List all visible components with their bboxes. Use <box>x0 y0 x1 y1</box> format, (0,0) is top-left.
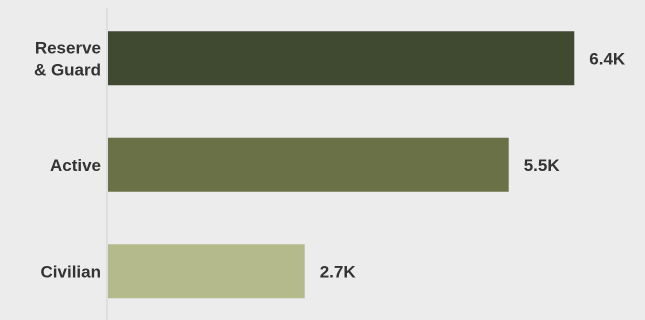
category-label-0-line-1: & Guard <box>34 60 101 79</box>
category-label-1-line-0: Active <box>50 156 101 175</box>
value-label-0: 6.4K <box>589 49 626 68</box>
bar-0 <box>108 31 575 86</box>
value-labels-group: 6.4K 5.5K 2.7K <box>320 49 626 281</box>
value-label-2: 2.7K <box>320 262 357 281</box>
value-label-1: 5.5K <box>524 156 561 175</box>
bar-1 <box>108 137 509 192</box>
category-label-2: Civilian <box>41 262 101 281</box>
category-label-1: Active <box>50 156 101 175</box>
category-label-0: Reserve & Guard <box>34 38 101 79</box>
category-labels-group: Reserve & Guard Active Civilian <box>34 38 101 281</box>
category-label-0-line-0: Reserve <box>35 38 101 57</box>
bars-group <box>108 31 575 299</box>
category-label-2-line-0: Civilian <box>41 262 101 281</box>
bar-2 <box>108 244 305 299</box>
